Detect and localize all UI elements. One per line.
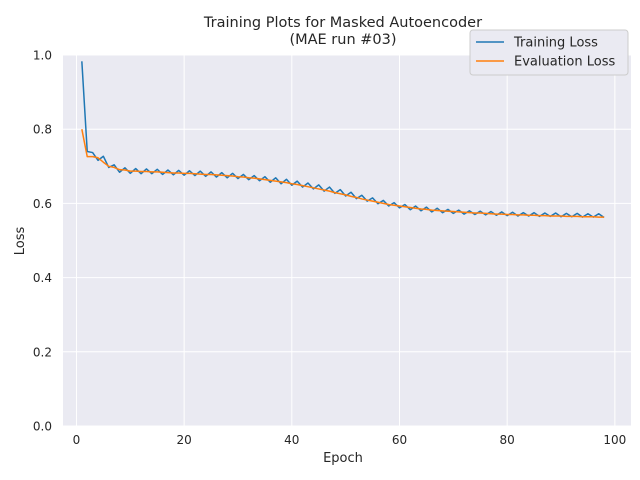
x-tick-label: 0	[73, 433, 81, 447]
x-axis-label: Epoch	[323, 451, 363, 466]
y-tick-label: 0.4	[33, 271, 52, 285]
grid-lines	[63, 54, 631, 427]
legend: Training Loss Evaluation Loss	[469, 29, 629, 76]
x-tick-label: 60	[392, 433, 407, 447]
y-axis-label: Loss	[13, 227, 28, 256]
x-tick-label: 40	[284, 433, 299, 447]
x-tick-label: 80	[500, 433, 515, 447]
tick-labels: 0 20 40 60 80 100 0.0 0.2 0.4 0.6 0.8 1.0	[33, 49, 626, 448]
y-tick-label: 0.6	[33, 197, 52, 211]
series-lines	[81, 61, 605, 219]
x-tick-label: 20	[176, 433, 191, 447]
chart-subtitle: (MAE run #03)	[289, 32, 396, 48]
y-tick-label: 0.8	[33, 123, 52, 137]
y-tick-label: 1.0	[33, 49, 52, 63]
legend-label-training: Training Loss	[513, 36, 598, 51]
plot-area	[63, 55, 631, 426]
y-tick-label: 0.2	[33, 345, 52, 359]
legend-box	[469, 29, 629, 76]
x-tick-label: 100	[603, 433, 626, 447]
y-tick-label: 0.0	[33, 420, 52, 434]
series-line-evaluation-loss	[81, 129, 605, 218]
chart-title: Training Plots for Masked Autoencoder	[203, 15, 482, 31]
legend-label-evaluation: Evaluation Loss	[514, 55, 615, 70]
